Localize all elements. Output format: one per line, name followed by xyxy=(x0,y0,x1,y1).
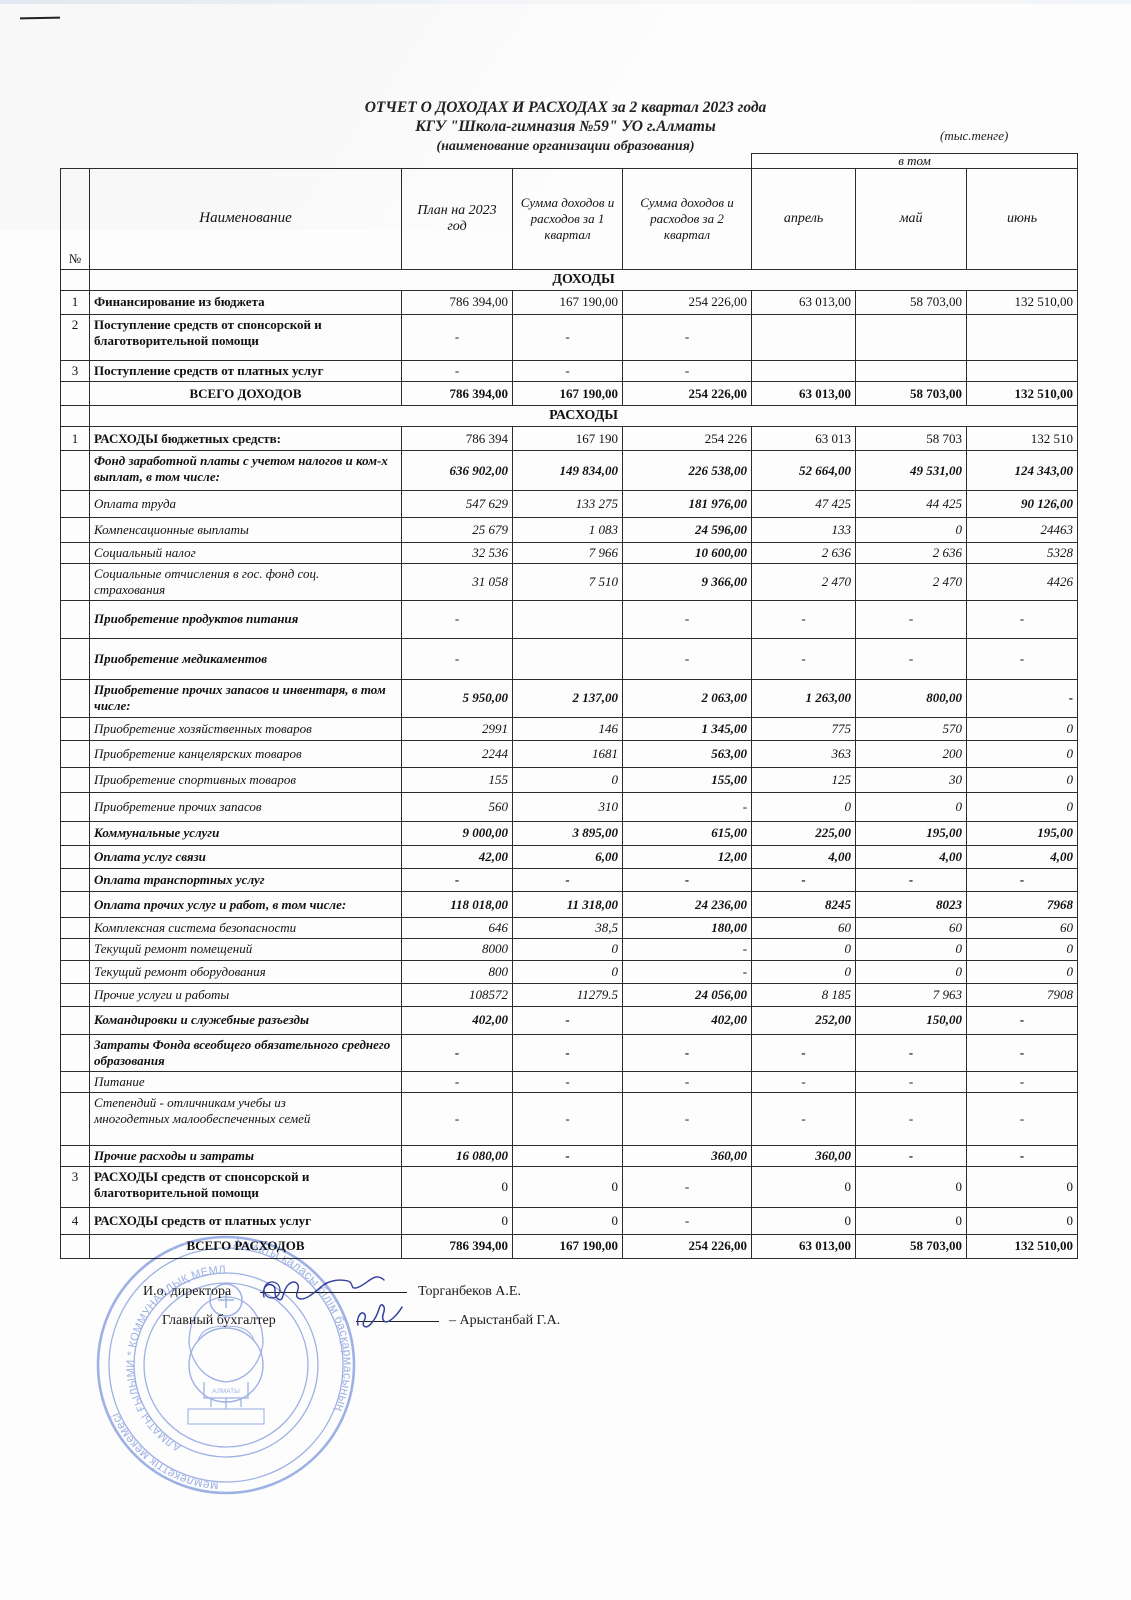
svg-text:АЛМАТЫ: АЛМАТЫ xyxy=(212,1388,240,1395)
svg-text:Алматы қаласы білім басқармасы: Алматы қаласы білім басқармасының xyxy=(233,1236,355,1414)
svg-text:мемлекеттік мекемесі: мемлекеттік мекемесі xyxy=(108,1411,219,1494)
